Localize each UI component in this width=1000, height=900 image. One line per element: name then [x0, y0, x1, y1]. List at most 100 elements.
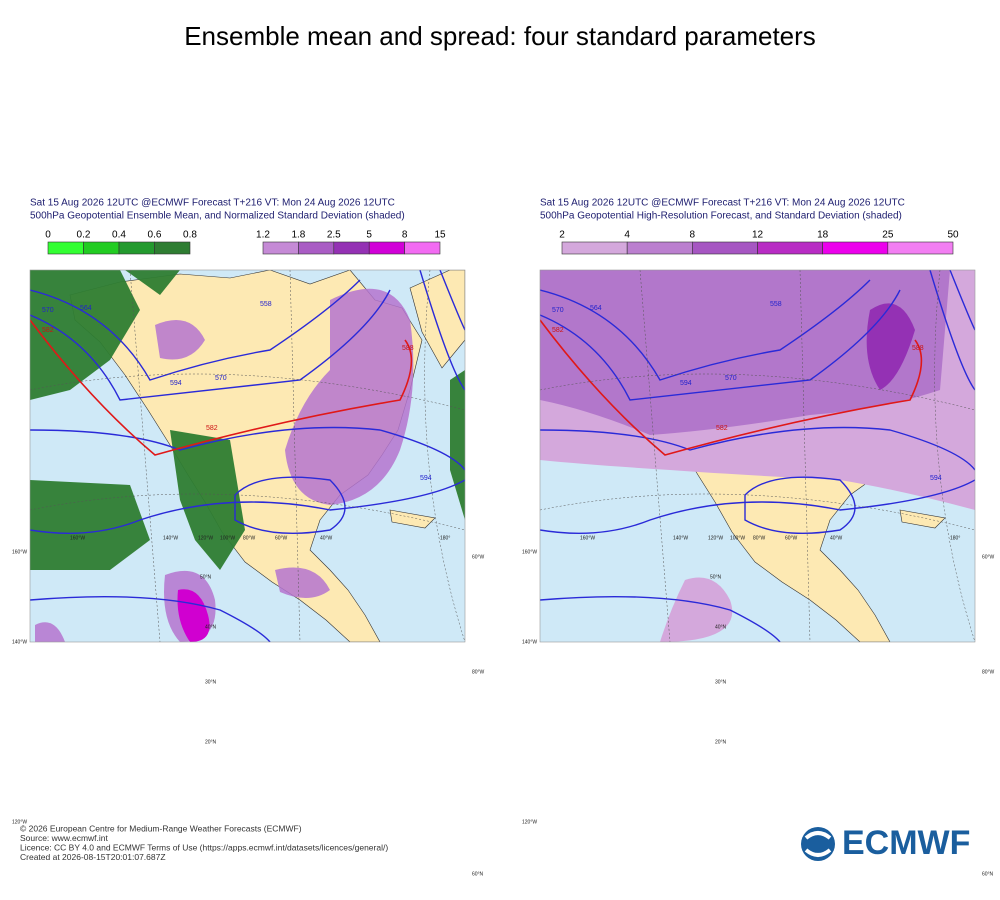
coord-label: 40°W	[320, 535, 333, 541]
coord-label: 40°N	[205, 624, 217, 630]
map-frame	[539, 269, 976, 643]
colorbar-box	[154, 241, 191, 255]
coord-label: 60°W	[785, 535, 798, 541]
map: 160°W 140°W 120°W 100°W 80°W 60°W 40°W 180° 160°…	[12, 269, 485, 877]
colorbar-label: 8	[690, 230, 696, 241]
map-panel: Sat 15 Aug 2026 12UTC @ECMWF Forecast T+…	[12, 198, 485, 878]
graticule	[540, 373, 975, 411]
colorbar-box	[333, 241, 370, 255]
colorbar-label: 5	[366, 230, 372, 241]
coord-label: 120°W	[522, 819, 537, 825]
colorbar-box	[118, 241, 155, 255]
contour-line	[540, 426, 975, 471]
coord-label: 40°N	[715, 624, 727, 630]
contour-label: 570	[215, 375, 227, 382]
coord-label: 140°W	[163, 535, 178, 541]
shading-green	[125, 270, 180, 295]
contour-label: 588	[402, 345, 414, 352]
colorbar-label: 12	[752, 230, 764, 241]
contour-label: 564	[80, 305, 92, 312]
contour-line	[439, 270, 465, 331]
page-title: Ensemble mean and spread: four standard …	[184, 21, 816, 51]
graticule	[424, 270, 465, 642]
graticule	[30, 373, 465, 411]
shading-green	[170, 430, 245, 570]
shading-purple	[275, 567, 330, 599]
colorbar-label: 2.5	[327, 230, 341, 241]
coord-label: 180°	[440, 535, 450, 541]
shading-green	[30, 270, 140, 400]
footer-line: © 2026 European Centre for Medium-Range …	[20, 823, 302, 833]
contour-line	[540, 595, 781, 642]
coord-label: 60°W	[472, 554, 485, 560]
contour-label: 558	[260, 301, 272, 308]
colorbar-box	[822, 241, 889, 255]
coord-label: 60°N	[472, 871, 484, 877]
map-content	[30, 270, 465, 642]
colorbar-label: 50	[947, 230, 959, 241]
colorbar-box	[298, 241, 335, 255]
coord-label: 120°W	[198, 535, 213, 541]
contour-label: 594	[680, 380, 692, 387]
coord-label: 60°N	[982, 871, 994, 877]
colorbar-label: 8	[402, 230, 408, 241]
colorbar-box	[561, 241, 628, 255]
shading-dark	[866, 303, 915, 390]
contour-label: 570	[42, 307, 54, 314]
contour-line	[540, 279, 871, 381]
contour-label: 558	[770, 301, 782, 308]
contour-line	[234, 476, 346, 534]
coord-label: 80°W	[982, 669, 995, 675]
shading-green	[30, 480, 150, 570]
panel-header: 500hPa Geopotential High-Resolution Fore…	[540, 211, 902, 222]
contour-label: 594	[420, 475, 432, 482]
coord-label: 120°W	[708, 535, 723, 541]
contour-label: 564	[590, 305, 602, 312]
logo-text: ECMWF	[842, 824, 970, 862]
contour-line-582	[540, 319, 923, 456]
coord-label: 50°N	[200, 574, 212, 580]
map-panel: Sat 15 Aug 2026 12UTC @ECMWF Forecast T+…	[522, 198, 995, 878]
coord-label: 80°W	[243, 535, 256, 541]
contour-line	[929, 270, 975, 391]
coord-label: 120°W	[12, 819, 27, 825]
shading-mid	[540, 270, 950, 435]
contour-label: 570	[552, 307, 564, 314]
colorbar-label: 4	[624, 230, 630, 241]
colorbar-box	[262, 241, 299, 255]
coord-label: 160°W	[580, 535, 595, 541]
contour-line	[540, 479, 975, 535]
shading-purple	[155, 320, 205, 360]
contour-line	[30, 595, 271, 642]
contour-label: 582	[42, 327, 54, 334]
colorbar-label: 18	[817, 230, 829, 241]
coord-label: 80°W	[472, 669, 485, 675]
coord-label: 140°W	[12, 639, 27, 645]
map: 160°W 140°W 120°W 100°W 80°W 60°W 40°W 180° 160°…	[522, 269, 995, 877]
contour-line	[30, 426, 465, 471]
contour-line	[30, 279, 361, 381]
graticule	[30, 493, 465, 531]
contour-line	[30, 479, 465, 535]
contour-label: 594	[170, 380, 182, 387]
contour-line	[419, 270, 465, 391]
coord-label: 40°W	[830, 535, 843, 541]
colorbar-label: 0	[45, 230, 51, 241]
coord-label: 180°	[950, 535, 960, 541]
colorbar-label: 1.2	[256, 230, 270, 241]
colorbar-box	[887, 241, 954, 255]
colorbar-label: 25	[882, 230, 894, 241]
map-content	[540, 270, 975, 642]
logo-icon-stripes	[804, 831, 832, 857]
contour-line	[744, 476, 856, 534]
coord-label: 30°N	[715, 679, 727, 685]
coord-label: 50°N	[710, 574, 722, 580]
contour-line	[949, 270, 975, 331]
shading-purple	[35, 622, 65, 642]
logo: ECMWF	[801, 824, 970, 862]
graticule	[540, 493, 975, 531]
contour-label: 594	[930, 475, 942, 482]
coord-label: 160°W	[12, 549, 27, 555]
coord-label: 80°W	[753, 535, 766, 541]
